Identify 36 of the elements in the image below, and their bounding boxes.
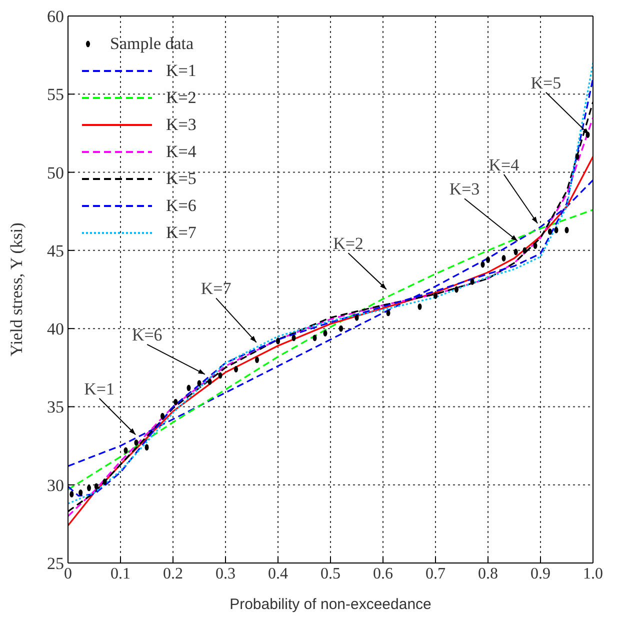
y-tick-label: 40 — [47, 320, 64, 339]
annotation: K=1 — [84, 379, 114, 398]
legend-label: K=2 — [166, 87, 196, 109]
annotation: K=7 — [200, 279, 232, 298]
legend-label: K=5 — [166, 168, 196, 190]
legend-label: K=7 — [166, 222, 196, 244]
y-tick-label: 60 — [47, 7, 64, 26]
annotation: K=4 — [488, 155, 520, 174]
annotation: K=3 — [449, 180, 480, 199]
x-tick-label: 0.8 — [478, 565, 498, 582]
x-axis-title: Probability of non-exceedance — [230, 596, 432, 613]
legend-label: K=3 — [166, 114, 196, 136]
x-tick-label: 0.1 — [110, 565, 130, 582]
y-tick-label: 25 — [47, 554, 64, 574]
annotation: K=2 — [333, 234, 364, 254]
x-tick-label: 0.9 — [530, 565, 550, 582]
x-tick-label: 0.2 — [163, 565, 183, 582]
y-tick-label: 55 — [47, 85, 64, 104]
annotation: K=6 — [132, 325, 162, 344]
x-tick-label: 1.0 — [583, 565, 603, 582]
y-tick-label: 35 — [47, 398, 64, 417]
x-tick-label: 0 — [64, 565, 72, 582]
y-tick-label: 50 — [47, 163, 64, 182]
x-tick-label: 0.4 — [268, 565, 288, 582]
legend-label: K=6 — [166, 195, 196, 217]
x-tick-label: 0.7 — [426, 565, 446, 582]
x-tick-label: 0.3 — [216, 565, 236, 582]
y-tick-label: 30 — [47, 476, 64, 495]
x-tick-label: 0.6 — [373, 565, 393, 582]
legend-label: K=4 — [166, 141, 196, 163]
y-tick-label: 45 — [47, 241, 64, 260]
legend-label: K=1 — [166, 60, 196, 82]
legend-label: Sample data — [110, 33, 194, 55]
y-axis-title: Yield stress, Y (ksi) — [7, 222, 26, 356]
x-tick-label: 0.5 — [320, 565, 340, 582]
annotation: K=5 — [530, 73, 562, 92]
